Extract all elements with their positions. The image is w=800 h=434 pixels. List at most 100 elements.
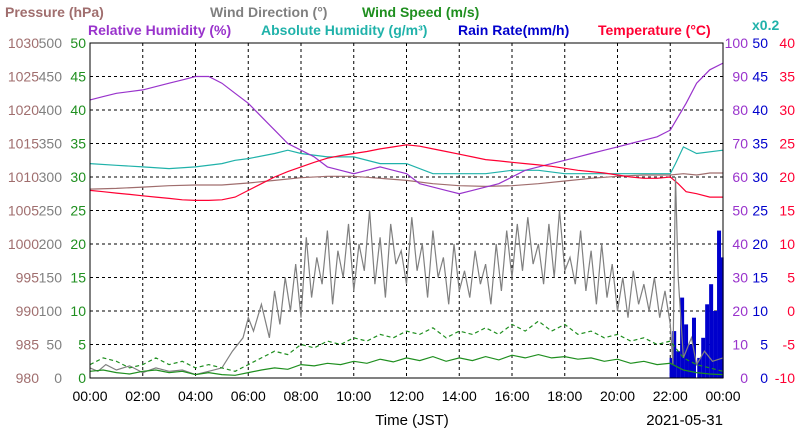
wind_dir-tick-label: 200 [39, 236, 63, 252]
pressure-tick-label: 1030 [8, 35, 39, 51]
x-tick-label: 18:00 [547, 388, 582, 404]
wind_dir-tick-label: 100 [39, 303, 63, 319]
temp-tick-label: 10 [779, 236, 795, 252]
legend-temp: Temperature (°C) [598, 22, 711, 38]
rain-bar [697, 357, 702, 378]
wind_dir-tick-label: 400 [39, 102, 63, 118]
rain-tick-label: 15 [752, 270, 768, 286]
right-axes: 1009080706050403020100504540353025201510… [725, 35, 796, 386]
rh-tick-label: 30 [732, 270, 748, 286]
wind_dir-tick-label: 500 [39, 35, 63, 51]
temp-tick-label: 20 [779, 169, 795, 185]
x-tick-label: 00:00 [705, 388, 740, 404]
legend-rh: Relative Humidity (%) [88, 22, 231, 38]
temp-tick-label: -5 [783, 337, 796, 353]
wind_speed-tick-label: 35 [70, 136, 86, 152]
legend-pressure: Pressure (hPa) [5, 4, 104, 20]
wind_speed-tick-label: 45 [70, 69, 86, 85]
pressure-tick-label: 985 [16, 337, 40, 353]
wind_speed-tick-label: 15 [70, 270, 86, 286]
temp-tick-label: 0 [787, 303, 795, 319]
wind_speed-tick-label: 5 [78, 337, 86, 353]
rain-bar [709, 284, 714, 378]
wind_dir-tick-label: 300 [39, 169, 63, 185]
wind_speed-tick-label: 10 [70, 303, 86, 319]
rh-tick-label: 60 [732, 169, 748, 185]
rain-tick-label: 10 [752, 303, 768, 319]
x-tick-label: 12:00 [389, 388, 424, 404]
x-tick-label: 06:00 [231, 388, 266, 404]
rain-bar [669, 357, 674, 378]
temp-line [89, 144, 723, 201]
pressure-tick-label: 990 [16, 303, 40, 319]
x-tick-label: 20:00 [600, 388, 635, 404]
pressure-tick-label: 1000 [8, 236, 39, 252]
x-tick-label: 10:00 [336, 388, 371, 404]
wind_dir-line [89, 176, 724, 376]
legend-ah: Absolute Humidity (g/m³) [261, 22, 427, 38]
temp-tick-label: 30 [779, 102, 795, 118]
x-tick-label: 00:00 [72, 388, 107, 404]
wind_speed-tick-label: 30 [70, 169, 86, 185]
wind_speed-tick-label: 20 [70, 236, 86, 252]
x-tick-label: 08:00 [283, 388, 318, 404]
ah-scale-note: x0.2 [752, 17, 779, 33]
rain-bar [688, 344, 693, 378]
x-tick-labels: 00:00 02:00 04:00 06:00 08:00 10:00 12:00 14:00… [72, 388, 740, 404]
pressure-tick-label: 995 [16, 270, 40, 286]
rh-tick-label: 80 [732, 102, 748, 118]
x-tick-label: 14:00 [442, 388, 477, 404]
wind_dir-tick-label: 0 [54, 370, 62, 386]
rain-bar [717, 230, 722, 378]
rain-tick-label: 45 [752, 69, 768, 85]
rain-bar [719, 257, 724, 378]
pressure-tick-label: 1005 [8, 203, 39, 219]
temp-tick-label: 35 [779, 69, 795, 85]
x-axis-label: Time (JST) [375, 412, 449, 429]
wind_speed_max-line [89, 320, 724, 372]
temp-tick-label: 25 [779, 136, 795, 152]
ah-line [89, 146, 724, 175]
legend-wind_speed: Wind Speed (m/s) [362, 4, 479, 20]
wind_speed-tick-label: 40 [70, 102, 86, 118]
pressure-tick-label: 980 [16, 370, 40, 386]
temp-tick-label: 5 [787, 270, 795, 286]
pressure-tick-label: 1015 [8, 136, 39, 152]
rain-tick-label: 40 [752, 102, 768, 118]
rain-tick-label: 30 [752, 169, 768, 185]
chart-grid [90, 43, 723, 378]
rh-tick-label: 10 [732, 337, 748, 353]
series-lines [89, 62, 724, 376]
wind_dir-tick-label: 50 [46, 337, 62, 353]
x-tick-label: 04:00 [178, 388, 213, 404]
rh-tick-label: 70 [732, 136, 748, 152]
legend-rain: Rain Rate(mm/h) [458, 22, 569, 38]
rain-bar [672, 331, 677, 378]
left-axes: 1030102510201015101010051000995990985980… [8, 35, 86, 386]
wind_speed-tick-label: 50 [70, 35, 86, 51]
rain-bar [701, 337, 706, 378]
pressure-line [89, 172, 723, 190]
pressure-tick-label: 1020 [8, 102, 39, 118]
chart-legend: Pressure (hPa) Wind Direction (°) Wind Spe… [5, 4, 779, 38]
rain-bar [691, 317, 696, 378]
rh-tick-label: 40 [732, 236, 748, 252]
wind_speed-tick-label: 25 [70, 203, 86, 219]
rh-tick-label: 50 [732, 203, 748, 219]
temp-tick-label: -10 [775, 370, 795, 386]
plot-frame [89, 42, 724, 379]
rh-tick-label: 20 [732, 303, 748, 319]
temp-tick-label: 40 [779, 35, 795, 51]
pressure-tick-label: 1010 [8, 169, 39, 185]
rain-bar [676, 351, 681, 378]
x-tick-label: 16:00 [494, 388, 529, 404]
pressure-tick-label: 1025 [8, 69, 39, 85]
x-tick-label: 22:00 [653, 388, 688, 404]
wind_dir-tick-label: 350 [39, 136, 63, 152]
rain-bar [713, 311, 718, 378]
rain-tick-label: 50 [752, 35, 768, 51]
wind_speed-line [89, 353, 724, 376]
date-label: 2021-05-31 [646, 412, 723, 429]
wind_dir-tick-label: 250 [39, 203, 63, 219]
